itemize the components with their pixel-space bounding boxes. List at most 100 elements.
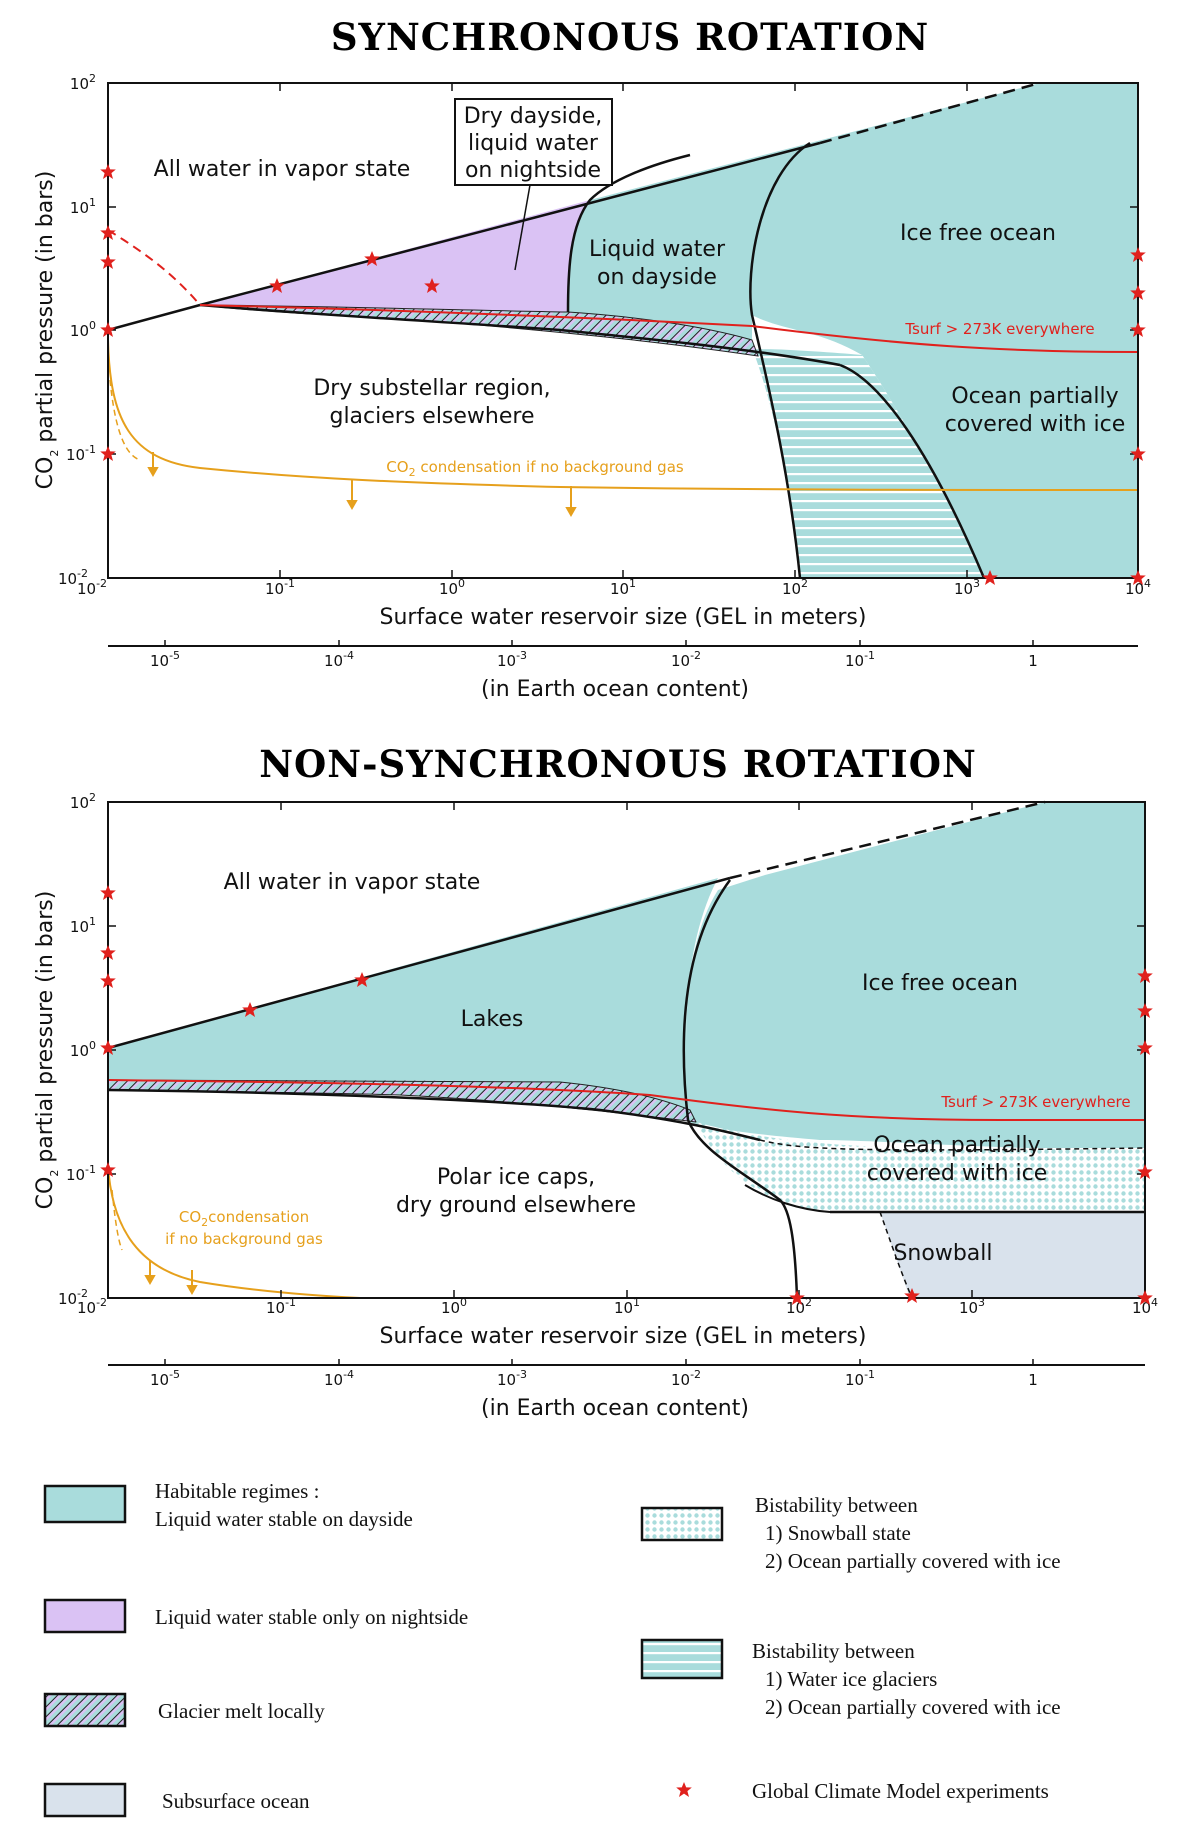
boundary-line-dashed — [729, 800, 1046, 880]
legend: Habitable regimes : Liquid water stable … — [43, 1479, 1061, 1818]
y-tick-label: 10-1 — [66, 443, 96, 464]
secondary-tick-label: 1 — [1028, 652, 1038, 670]
legend-label: Global Climate Model experiments — [752, 1779, 1049, 1803]
label-liquid-dayside: on dayside — [597, 265, 717, 290]
co2-condensation-curve — [107, 1164, 361, 1299]
x-tick-label: 104 — [1125, 577, 1151, 598]
legend-label: 1) Water ice glaciers — [765, 1667, 937, 1691]
boundary-line — [749, 141, 811, 579]
secondary-axis-label: (in Earth ocean content) — [481, 677, 749, 702]
co2-arrows — [144, 1260, 198, 1296]
x-tick-label: 100 — [441, 1296, 467, 1317]
legend-label: Subsurface ocean — [162, 1789, 310, 1813]
tsurf-curve — [199, 304, 1139, 353]
y-tick-label: 100 — [70, 1039, 96, 1060]
region-lakes — [108, 878, 718, 1110]
chart-non-synchronous: NON-SYNCHRONOUS ROTATION — [33, 742, 1158, 1421]
y-axis-label: CO2 partial pressure (in bars) — [33, 891, 61, 1210]
chart-title: NON-SYNCHRONOUS ROTATION — [259, 742, 977, 786]
region-partial-ice-bistability — [752, 348, 984, 578]
label-snowball: Snowball — [893, 1241, 992, 1266]
boundary-line — [199, 141, 821, 307]
label-co2-condensation: if no background gas — [165, 1230, 323, 1248]
y-tick-label: 10-2 — [58, 1287, 88, 1308]
boundary-line — [839, 363, 986, 579]
x-tick-label: 101 — [610, 577, 636, 598]
y-tick-label: 10-1 — [66, 1163, 96, 1184]
legend-swatch-habitable — [43, 1484, 127, 1524]
legend-label: 2) Ocean partially covered with ice — [765, 1549, 1061, 1573]
label-partial-ice: covered with ice — [945, 412, 1126, 437]
boundary-line — [107, 1088, 761, 1142]
secondary-tick-label: 10-5 — [150, 649, 180, 670]
secondary-tick-label: 10-2 — [671, 1368, 701, 1389]
x-tick-label: 103 — [954, 577, 980, 598]
y-tick-label: 10-2 — [58, 567, 88, 588]
label-vapor: All water in vapor state — [224, 870, 481, 895]
region-snowball-bistability — [696, 1122, 1145, 1212]
secondary-axis-label: (in Earth ocean content) — [481, 1396, 749, 1421]
co2-condensation-dash — [109, 379, 141, 461]
tsurf-curve — [107, 1079, 1145, 1121]
boundary-line — [107, 876, 731, 1050]
x-tick-label: 10-2 — [77, 1296, 107, 1317]
x-tick-label: 10-2 — [77, 577, 107, 598]
legend-swatch-nightside — [43, 1598, 127, 1634]
label-co2-condensation: CO2condensation — [179, 1208, 309, 1229]
x-tick-label: 101 — [614, 1296, 640, 1317]
secondary-tick-label: 10-4 — [324, 1368, 354, 1389]
label-partial-ice: Ocean partially — [873, 1133, 1040, 1158]
secondary-tick-label: 10-3 — [497, 1368, 527, 1389]
legend-star-icon — [676, 1782, 692, 1797]
callout-pointer — [514, 184, 531, 271]
y-tick-label: 101 — [70, 196, 96, 217]
label-dry-dayside: Dry dayside, — [464, 104, 603, 129]
boundary-line — [199, 303, 841, 367]
legend-swatch-subsurface — [43, 1782, 127, 1818]
label-dry-dayside: on nightside — [465, 158, 601, 183]
y-tick-label: 101 — [70, 915, 96, 936]
secondary-tick-label: 10-4 — [324, 649, 354, 670]
boundary-line — [566, 153, 691, 313]
label-tsurf: Tsurf > 273K everywhere — [940, 1093, 1130, 1111]
legend-label: Habitable regimes : — [155, 1479, 319, 1503]
label-liquid-dayside: Liquid water — [589, 237, 726, 262]
secondary-axis-ticks — [164, 640, 1034, 646]
y-tick-label: 100 — [70, 319, 96, 340]
legend-swatch-snowball-bistability — [640, 1506, 724, 1542]
secondary-tick-label: 1 — [1028, 1371, 1038, 1389]
x-tick-label: 10-1 — [265, 577, 295, 598]
label-ice-free-ocean: Ice free ocean — [900, 221, 1056, 246]
secondary-tick-label: 10-3 — [497, 649, 527, 670]
co2-condensation-curve — [107, 339, 1139, 491]
legend-label: 1) Snowball state — [765, 1521, 911, 1545]
y-tick-label: 102 — [70, 72, 96, 93]
legend-label: 2) Ocean partially covered with ice — [765, 1695, 1061, 1719]
boundary-line — [107, 303, 201, 332]
red-dashed-line — [107, 229, 201, 306]
legend-label: Liquid water stable on dayside — [155, 1507, 413, 1531]
label-ice-free-ocean: Ice free ocean — [862, 971, 1018, 996]
x-axis-label: Surface water reservoir size (GEL in met… — [380, 1324, 867, 1349]
label-tsurf: Tsurf > 273K everywhere — [904, 320, 1094, 338]
secondary-axis-ticks — [164, 1359, 1034, 1365]
legend-label: Liquid water stable only on nightside — [155, 1605, 468, 1629]
boundary-line — [744, 1184, 831, 1213]
secondary-tick-label: 10-2 — [671, 649, 701, 670]
x-tick-label: 10-1 — [266, 1296, 296, 1317]
label-polar-ice-caps: Polar ice caps, — [437, 1165, 595, 1190]
boundary-line — [682, 879, 799, 1299]
legend-swatch-glacier-melt — [43, 1692, 127, 1728]
label-lakes: Lakes — [461, 1007, 524, 1032]
region-ice-free-ocean — [750, 83, 1138, 578]
region-snowball — [880, 1212, 1145, 1298]
label-dry-dayside: liquid water — [468, 131, 599, 156]
legend-label: Bistability between — [752, 1639, 915, 1663]
co2-arrows — [147, 452, 577, 518]
x-tick-label: 100 — [439, 577, 465, 598]
boundary-line-dashed — [819, 81, 1041, 145]
callout-box — [454, 98, 613, 186]
chart-title: SYNCHRONOUS ROTATION — [331, 15, 929, 59]
y-tick-label: 102 — [70, 791, 96, 812]
